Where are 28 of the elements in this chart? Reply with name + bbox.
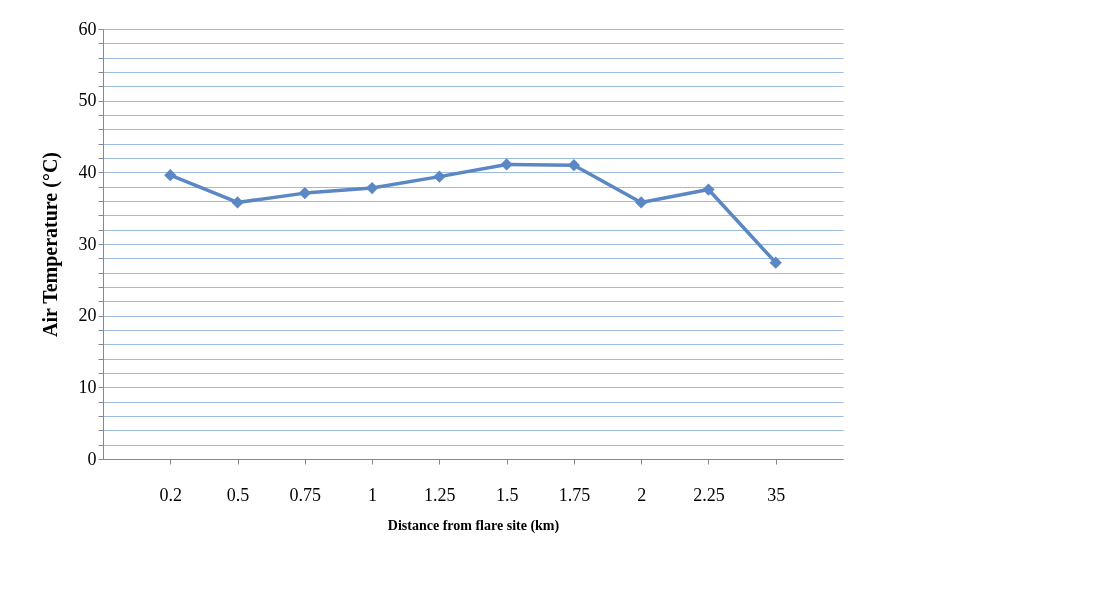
point [433, 170, 446, 183]
y-tick-label: 40 [78, 161, 97, 182]
point [769, 256, 782, 269]
x-tick-label: 1.25 [424, 484, 456, 505]
point [635, 196, 648, 209]
y-tick-label: 10 [78, 376, 97, 397]
y-tick-label: 0 [87, 448, 97, 469]
x-tick-label: 1.75 [558, 484, 591, 505]
x-tick-label: 2 [637, 484, 647, 505]
point [164, 169, 177, 182]
x-tick-label: 35 [767, 484, 786, 505]
x-tick-label: 0.75 [289, 484, 322, 505]
x-tick-label: 1.5 [495, 484, 519, 505]
x-tick-label: 0.5 [226, 484, 250, 505]
y-tick-label: 30 [78, 233, 97, 254]
y-tick-label: 60 [78, 18, 97, 39]
point [702, 183, 715, 196]
point [231, 196, 244, 209]
point [365, 181, 379, 195]
point [567, 159, 581, 172]
x-tick-label: 2.25 [693, 484, 725, 505]
y-axis-title: Air Temperature (°C) [38, 151, 62, 338]
x-tick-label: 1 [368, 484, 378, 505]
x-axis-title: Distance from flare site (km) [387, 517, 560, 534]
x-tick-label: 0.2 [159, 484, 183, 505]
y-tick-label: 20 [78, 305, 97, 326]
point [298, 186, 311, 200]
y-tick-label: 50 [78, 90, 97, 111]
